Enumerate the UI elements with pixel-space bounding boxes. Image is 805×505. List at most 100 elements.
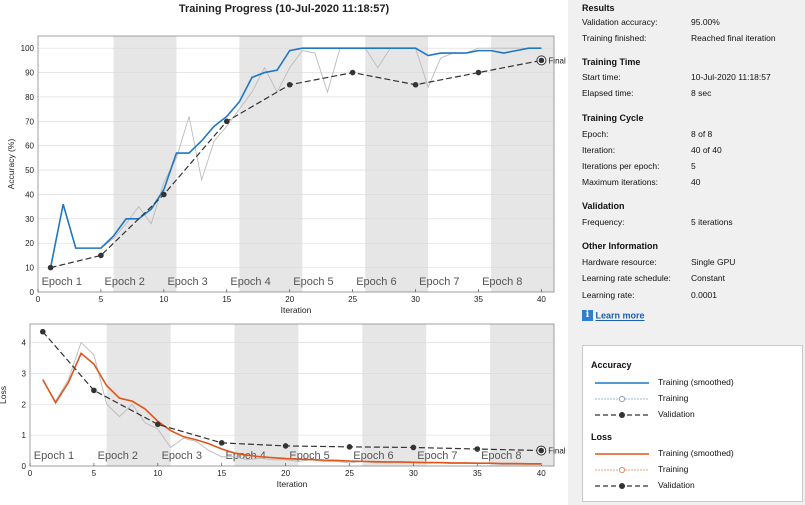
accuracy-y-tick-label: 100 xyxy=(21,44,35,53)
hardware-resource-label: Hardware resource: xyxy=(582,257,657,267)
accuracy-validation-point xyxy=(286,81,293,88)
validation-accuracy-label: Validation accuracy: xyxy=(582,17,658,27)
loss-epoch-label: Epoch 6 xyxy=(353,450,393,462)
legend-acc-validation-swatch xyxy=(595,412,649,418)
legend-acc-training-label: Training xyxy=(658,393,689,403)
accuracy-validation-point xyxy=(412,81,419,88)
loss-epoch-band xyxy=(490,324,554,466)
accuracy-x-tick-label: 10 xyxy=(159,295,168,304)
iterations-per-epoch-label: Iterations per epoch: xyxy=(582,161,660,171)
accuracy-epoch-band xyxy=(365,36,429,292)
accuracy-y-tick-label: 40 xyxy=(25,190,34,199)
training-time-heading: Training Time xyxy=(582,57,641,67)
loss-x-tick-label: 35 xyxy=(473,469,482,478)
loss-chart: Epoch 1 Epoch 2 Epoch 3 Epoch 4 Epoch 5 Epoch… xyxy=(0,323,566,489)
accuracy-validation-point xyxy=(223,118,230,125)
loss-axes xyxy=(29,323,555,467)
accuracy-x-tick-label: 30 xyxy=(411,295,420,304)
accuracy-y-tick-label: 0 xyxy=(30,288,35,297)
accuracy-x-axis-label: Iteration xyxy=(281,305,312,315)
loss-x-axis-label: Iteration xyxy=(277,479,308,489)
accuracy-y-tick-label: 30 xyxy=(25,215,34,224)
accuracy-validation-point xyxy=(47,264,54,271)
accuracy-training-smoothed-line xyxy=(49,47,542,268)
loss-y-axis-label: Loss xyxy=(0,386,8,404)
legend-accuracy-heading: Accuracy xyxy=(591,360,632,370)
loss-validation-point xyxy=(155,421,161,428)
loss-training-smoothed-line xyxy=(42,352,542,465)
accuracy-final-label: Final xyxy=(548,56,566,65)
accuracy-chart: Epoch 1 Epoch 2 Epoch 3 Epoch 4 Epoch 5 Epoch… xyxy=(6,35,566,315)
learning-rate-schedule-value: Constant xyxy=(691,273,726,283)
legend-loss-smoothed-swatch xyxy=(595,453,649,455)
accuracy-validation-point xyxy=(538,57,545,64)
loss-x-tick-label: 30 xyxy=(409,469,418,478)
legend-acc-training-swatch xyxy=(595,395,649,403)
loss-epoch-label: Epoch 2 xyxy=(98,450,138,462)
validation-accuracy-value: 95.00% xyxy=(691,17,720,27)
loss-x-tick-label: 20 xyxy=(281,469,290,478)
training-cycle-heading: Training Cycle xyxy=(582,113,644,123)
loss-epoch-band xyxy=(234,324,299,466)
accuracy-epoch-label: Epoch 3 xyxy=(167,276,207,288)
accuracy-epoch-label: Epoch 4 xyxy=(230,276,270,288)
maximum-iterations-label: Maximum iterations: xyxy=(582,177,659,187)
legend-acc-validation-label: Validation xyxy=(658,409,695,419)
loss-validation-point xyxy=(346,444,353,450)
iteration-value: 40 of 40 xyxy=(691,145,722,155)
learn-more-link[interactable]: Learn more xyxy=(595,310,645,321)
accuracy-epoch-band xyxy=(239,36,303,292)
loss-x-tick-label: 15 xyxy=(217,469,226,478)
accuracy-epoch-label: Epoch 5 xyxy=(293,276,333,288)
iteration-label: Iteration: xyxy=(582,145,616,155)
accuracy-epoch-label: Epoch 1 xyxy=(42,276,82,288)
loss-epoch-label: Epoch 8 xyxy=(481,450,521,462)
learning-rate-label: Learning rate: xyxy=(582,290,635,300)
learning-rate-schedule-label: Learning rate schedule: xyxy=(582,273,671,283)
learn-more[interactable]: i Learn more xyxy=(582,310,645,322)
training-finished-value: Reached final iteration xyxy=(691,33,776,43)
loss-x-tick-label: 25 xyxy=(345,469,354,478)
learning-rate-value: 0.0001 xyxy=(691,290,717,300)
training-progress-title: Training Progress (10-Jul-2020 11:18:57) xyxy=(178,3,390,15)
legend-loss-validation-swatch xyxy=(595,483,649,489)
accuracy-axes xyxy=(37,35,555,293)
info-panel: Results Validation accuracy: 95.00% Trai… xyxy=(576,0,805,505)
loss-validation-point xyxy=(410,444,417,451)
accuracy-x-tick-label: 5 xyxy=(99,295,104,304)
accuracy-y-tick-label: 90 xyxy=(25,69,34,78)
loss-final-label: Final xyxy=(548,447,566,456)
training-finished-label: Training finished: xyxy=(582,33,647,43)
elapsed-time-value: 8 sec xyxy=(691,88,712,98)
loss-epoch-label: Epoch 3 xyxy=(162,450,202,462)
loss-y-tick-label: 4 xyxy=(22,339,27,348)
accuracy-y-tick-label: 50 xyxy=(25,166,34,175)
accuracy-x-tick-label: 25 xyxy=(348,295,357,304)
accuracy-y-tick-label: 20 xyxy=(25,239,34,248)
accuracy-epoch-label: Epoch 6 xyxy=(356,276,396,288)
accuracy-x-tick-label: 15 xyxy=(222,295,231,304)
accuracy-epoch-label: Epoch 7 xyxy=(419,276,459,288)
accuracy-validation-point xyxy=(98,252,104,259)
accuracy-x-tick-label: 0 xyxy=(36,295,41,304)
loss-x-tick-label: 5 xyxy=(92,469,97,478)
accuracy-y-tick-label: 80 xyxy=(25,93,34,102)
epoch-label: Epoch: xyxy=(582,129,609,139)
loss-y-tick-label: 0 xyxy=(22,462,27,471)
legend-loss-heading: Loss xyxy=(591,432,613,442)
accuracy-epoch-band xyxy=(113,36,177,292)
loss-y-tick-label: 1 xyxy=(22,431,27,440)
accuracy-validation-point xyxy=(161,191,167,198)
loss-x-tick-label: 40 xyxy=(537,469,546,478)
accuracy-y-tick-label: 10 xyxy=(25,264,34,273)
accuracy-validation-point xyxy=(475,69,482,76)
accuracy-x-tick-label: 20 xyxy=(285,295,294,304)
accuracy-validation-point xyxy=(349,69,356,76)
epoch-value: 8 of 8 xyxy=(691,129,713,139)
accuracy-x-tick-label: 35 xyxy=(474,295,483,304)
frequency-label: Frequency: xyxy=(582,217,625,227)
frequency-value: 5 iterations xyxy=(691,217,733,227)
loss-x-tick-label: 0 xyxy=(28,469,33,478)
loss-y-tick-label: 2 xyxy=(22,400,27,409)
info-icon[interactable]: i xyxy=(582,310,593,322)
